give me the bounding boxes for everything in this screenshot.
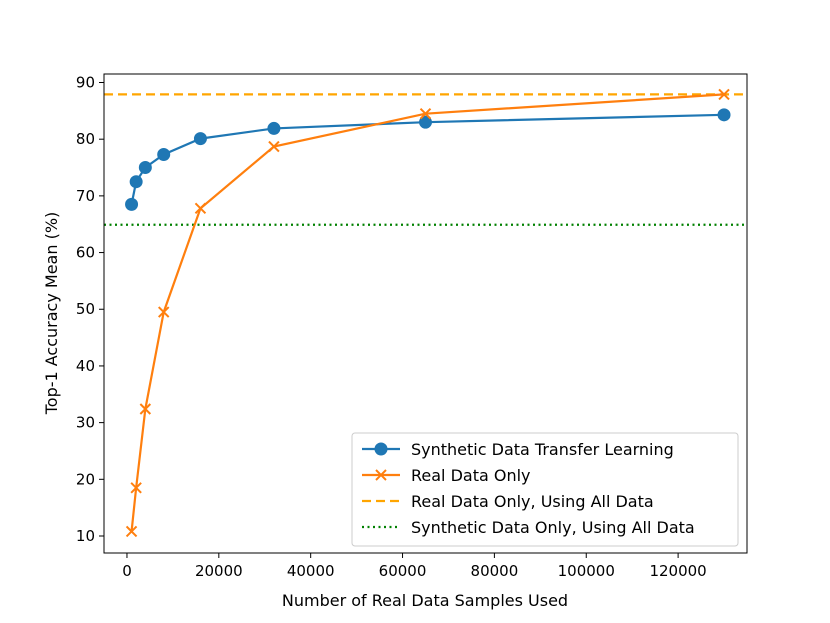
- data-point: [267, 121, 281, 135]
- reference-lines: [104, 93, 747, 226]
- x-axis-label: Number of Real Data Samples Used: [282, 591, 568, 610]
- y-axis-label: Top-1 Accuracy Mean (%): [42, 212, 61, 416]
- y-axis-ticks: 10 20 30 40 50 60 70 80 90: [76, 74, 104, 545]
- data-point: [138, 161, 152, 175]
- series-line-2: [130, 93, 725, 532]
- data-point: [194, 202, 207, 215]
- x-axis-ticks: 0 20000 40000 60000 80000 100000 120000: [122, 553, 707, 580]
- data-point: [718, 88, 730, 101]
- y-tick-label: 60: [76, 244, 95, 262]
- y-tick-label: 30: [76, 414, 95, 432]
- legend-label: Synthetic Data Only, Using All Data: [411, 518, 695, 537]
- y-tick-label: 90: [76, 74, 95, 92]
- y-tick-label: 50: [76, 300, 95, 318]
- legend-label: Synthetic Data Transfer Learning: [411, 440, 674, 459]
- y-tick-label: 20: [76, 470, 95, 488]
- data-point: [193, 132, 207, 146]
- data-point: [419, 115, 432, 129]
- x-tick-label: 80000: [471, 562, 519, 580]
- data-point: [157, 306, 170, 318]
- x-tick-label: 0: [122, 562, 132, 580]
- legend-marker: [374, 442, 388, 456]
- data-point: [125, 525, 138, 538]
- y-tick-label: 80: [76, 130, 95, 148]
- x-tick-label: 100000: [558, 562, 615, 580]
- plot-area-frame: [103, 73, 748, 554]
- legend-label: Real Data Only, Using All Data: [411, 492, 654, 511]
- legend-box: [351, 432, 739, 547]
- data-point: [130, 482, 142, 494]
- data-point: [717, 108, 731, 122]
- legend-marker: [375, 469, 387, 481]
- y-tick-label: 10: [76, 527, 95, 545]
- y-tick-label: 70: [76, 187, 95, 205]
- x-tick-label: 20000: [195, 562, 243, 580]
- x-tick-label: 40000: [287, 562, 335, 580]
- legend: Synthetic Data Transfer Learning Real Dat…: [351, 432, 739, 547]
- y-tick-label: 40: [76, 357, 95, 375]
- data-point: [139, 403, 152, 415]
- series-layer: [125, 88, 731, 538]
- x-tick-label: 60000: [379, 562, 427, 580]
- data-point: [129, 175, 143, 189]
- x-tick-label: 120000: [649, 562, 706, 580]
- data-point: [268, 140, 280, 153]
- data-point: [125, 197, 139, 211]
- data-point: [157, 147, 171, 161]
- legend-label: Real Data Only: [411, 466, 531, 485]
- data-point: [419, 107, 432, 120]
